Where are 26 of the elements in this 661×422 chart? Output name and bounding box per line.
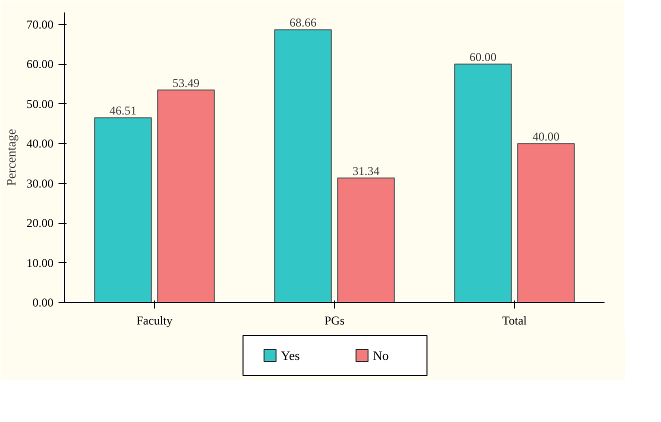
y-tick-label: 60.00 <box>26 57 54 72</box>
data-label: 31.34 <box>352 164 380 178</box>
y-tick-label: 40.00 <box>26 136 54 151</box>
y-tick-label: 0.00 <box>32 296 54 310</box>
x-tick-label: Faculty <box>136 314 173 328</box>
data-label: 53.49 <box>172 76 200 90</box>
x-tick-label: PGs <box>324 314 345 328</box>
legend-label: No <box>372 348 389 363</box>
y-tick-label: 20.00 <box>26 216 54 230</box>
data-label: 60.00 <box>470 50 496 64</box>
data-label: 46.51 <box>110 104 136 118</box>
x-tick-label: Total <box>502 314 528 328</box>
data-label: 68.66 <box>290 16 316 30</box>
bar <box>517 143 575 302</box>
bar <box>94 117 152 302</box>
data-label: 40.00 <box>532 130 560 144</box>
legend-label: Yes <box>280 348 300 363</box>
y-tick-label: 30.00 <box>26 176 54 190</box>
y-tick-label: 10.00 <box>26 256 54 270</box>
bar <box>337 178 395 302</box>
bar <box>274 29 332 302</box>
bar <box>454 64 512 302</box>
y-tick-label: 50.00 <box>26 96 54 111</box>
y-axis-title: Percentage <box>4 128 18 186</box>
y-tick-label: 70.00 <box>26 17 54 32</box>
bar <box>157 90 215 302</box>
